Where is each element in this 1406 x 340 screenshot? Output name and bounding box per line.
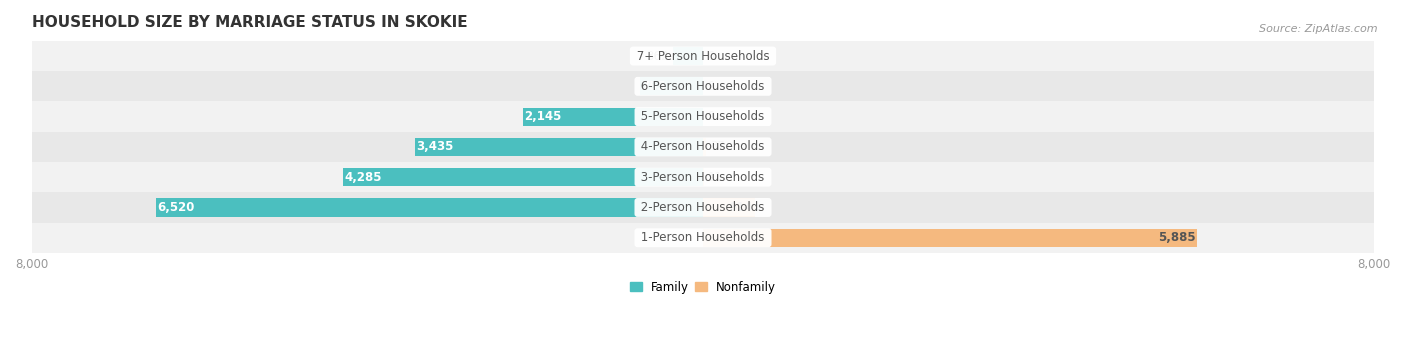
Bar: [31, 223, 1375, 253]
Bar: [156, 198, 703, 217]
Text: 3,435: 3,435: [416, 140, 453, 153]
Text: 0: 0: [707, 80, 714, 93]
Bar: [523, 107, 703, 126]
Text: 7+ Person Households: 7+ Person Households: [633, 50, 773, 63]
Bar: [703, 229, 1197, 247]
Text: 11: 11: [709, 171, 723, 184]
Bar: [415, 138, 703, 156]
Text: 0: 0: [707, 110, 714, 123]
Text: 1-Person Households: 1-Person Households: [637, 231, 769, 244]
Text: 3-Person Households: 3-Person Households: [637, 171, 769, 184]
Text: 6,520: 6,520: [157, 201, 194, 214]
Text: Source: ZipAtlas.com: Source: ZipAtlas.com: [1260, 24, 1378, 34]
Bar: [640, 77, 703, 96]
Bar: [31, 41, 1375, 71]
Text: 2-Person Households: 2-Person Households: [637, 201, 769, 214]
Text: 4,285: 4,285: [344, 171, 382, 184]
Bar: [31, 192, 1375, 223]
Bar: [672, 47, 703, 65]
Text: 4-Person Households: 4-Person Households: [637, 140, 769, 153]
Bar: [31, 71, 1375, 101]
Bar: [343, 168, 703, 186]
Bar: [31, 101, 1375, 132]
Legend: Family, Nonfamily: Family, Nonfamily: [630, 280, 776, 294]
Text: 755: 755: [641, 80, 665, 93]
Bar: [703, 198, 755, 217]
Bar: [31, 132, 1375, 162]
Text: 6-Person Households: 6-Person Households: [637, 80, 769, 93]
Text: 2,145: 2,145: [524, 110, 561, 123]
Text: 614: 614: [728, 201, 754, 214]
Text: 37: 37: [710, 140, 725, 153]
Text: 0: 0: [707, 50, 714, 63]
Bar: [703, 138, 706, 156]
Text: 5,885: 5,885: [1159, 231, 1195, 244]
Text: 5-Person Households: 5-Person Households: [637, 110, 769, 123]
Bar: [31, 162, 1375, 192]
Text: HOUSEHOLD SIZE BY MARRIAGE STATUS IN SKOKIE: HOUSEHOLD SIZE BY MARRIAGE STATUS IN SKO…: [31, 15, 467, 30]
Text: 362: 362: [645, 50, 668, 63]
